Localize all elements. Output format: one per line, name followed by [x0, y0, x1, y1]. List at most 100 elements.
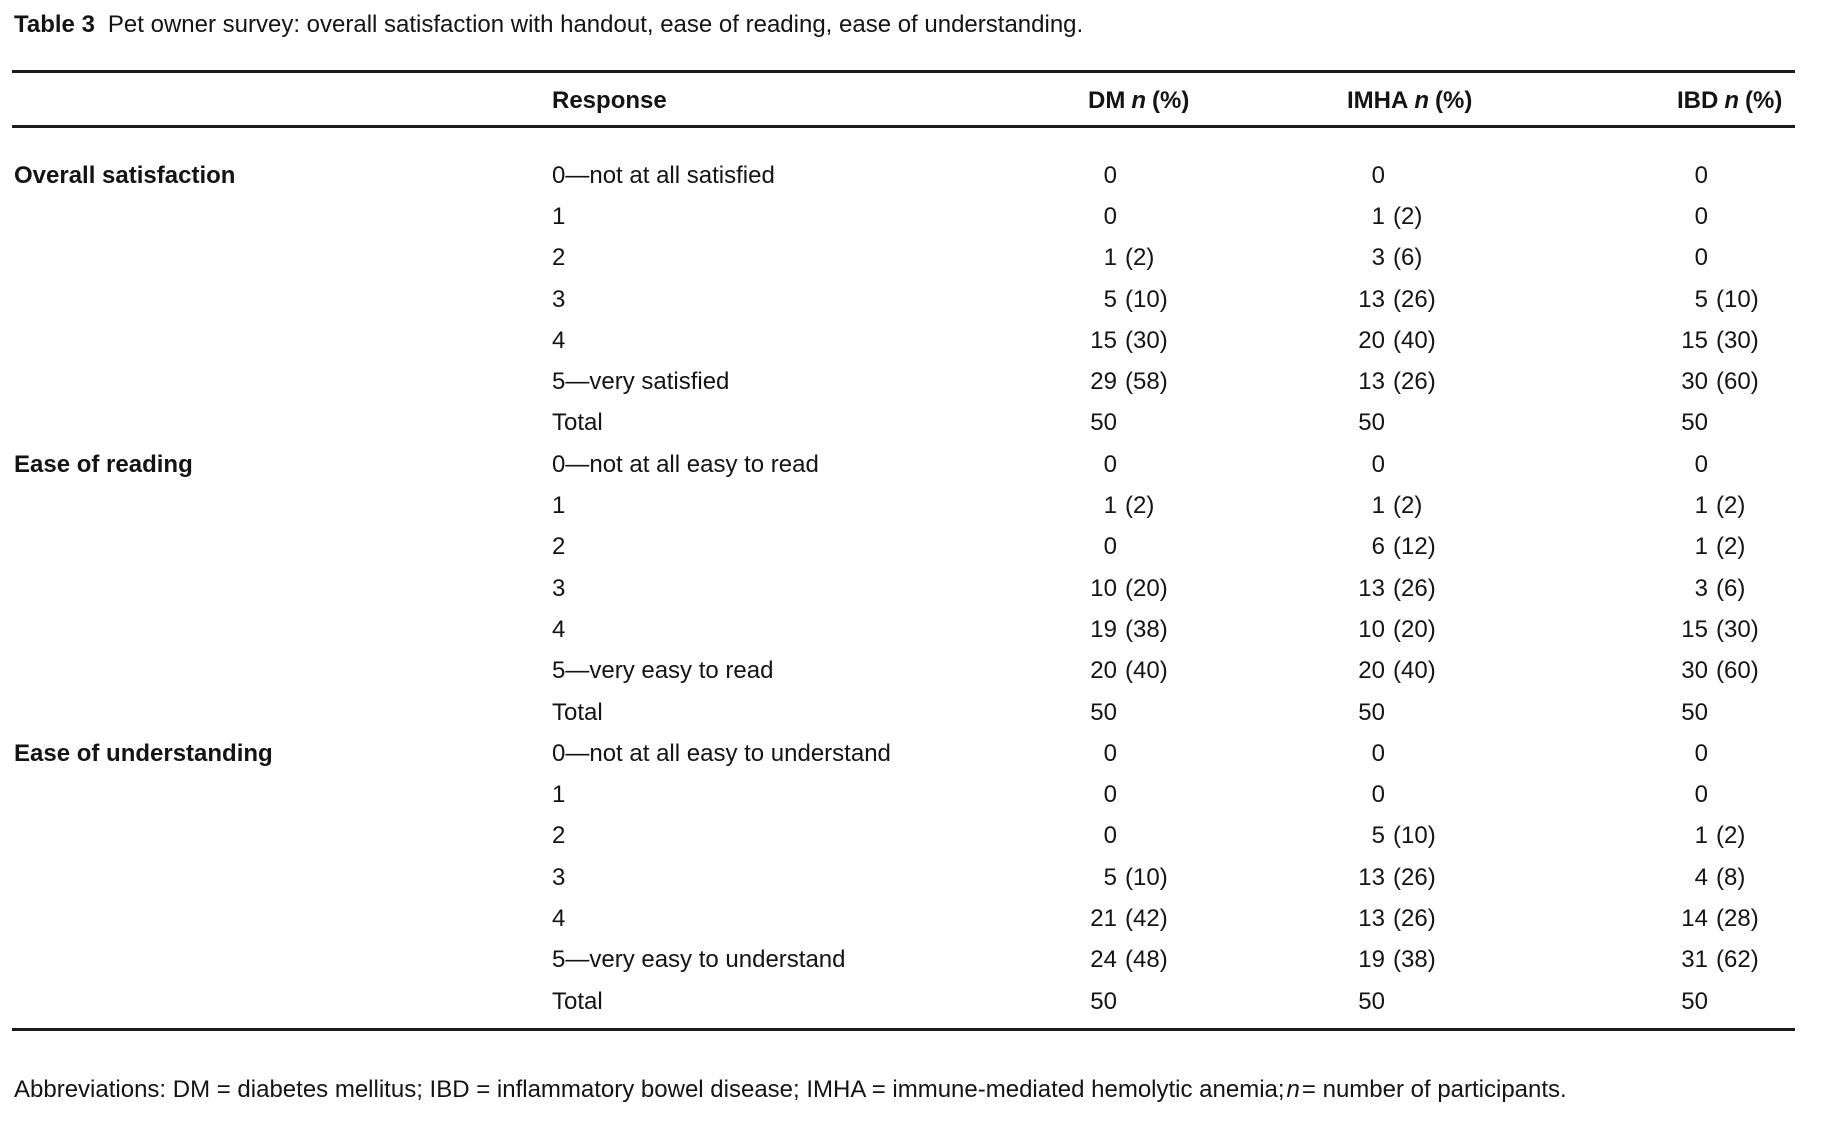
response-cell: 2 [552, 244, 566, 272]
response-cell: 1 [552, 492, 566, 520]
table-row: 3 5 (10) 13 (26) 4 (8) [0, 857, 1822, 898]
table-row-total: Total 50 50 50 [0, 981, 1822, 1022]
dm-cell: 50 [1090, 698, 1117, 726]
ibd-cell: 30 (60) [1681, 368, 1759, 396]
ibd-cell: 31 (62) [1681, 946, 1759, 974]
response-cell: 4 [552, 326, 566, 354]
imha-cell: 3 (6) [1371, 244, 1423, 272]
imha-cell: 13 (26) [1358, 368, 1436, 396]
imha-cell: 0 [1371, 739, 1385, 767]
dm-cell: 1 (2) [1103, 244, 1155, 272]
imha-cell: 19 (38) [1358, 946, 1436, 974]
table-row-total: Total 50 50 50 [0, 403, 1822, 444]
ibd-cell: 5 (10) [1694, 285, 1759, 313]
dm-cell: 0 [1103, 533, 1117, 561]
table-row: 2 0 5 (10) 1 (2) [0, 816, 1822, 857]
response-cell: 5—very satisfied [552, 368, 730, 396]
table-bottom-rule [12, 1028, 1795, 1031]
ibd-cell: 0 [1694, 161, 1708, 189]
ibd-cell: 0 [1694, 739, 1708, 767]
dm-cell: 15 (30) [1090, 326, 1168, 354]
dm-cell: 24 (48) [1090, 946, 1168, 974]
dm-cell: 50 [1090, 987, 1117, 1015]
ibd-cell: 0 [1694, 450, 1708, 478]
dm-cell: 29 (58) [1090, 368, 1168, 396]
response-cell: 5—very easy to read [552, 657, 774, 685]
dm-cell: 19 (38) [1090, 615, 1168, 643]
ibd-cell: 0 [1694, 202, 1708, 230]
table-row: 5—very easy to understand 24 (48) 19 (38) … [0, 940, 1822, 981]
dm-cell: 5 (10) [1103, 285, 1168, 313]
table-row: 4 15 (30) 20 (40) 15 (30) [0, 320, 1822, 361]
imha-cell: 13 (26) [1358, 574, 1436, 602]
ibd-cell: 3 (6) [1694, 574, 1746, 602]
ibd-cell: 15 (30) [1681, 615, 1759, 643]
response-cell: 1 [552, 781, 566, 809]
ibd-cell: 30 (60) [1681, 657, 1759, 685]
table-row: 3 10 (20) 13 (26) 3 (6) [0, 568, 1822, 609]
response-cell: 4 [552, 904, 566, 932]
table-row: 2 0 6 (12) 1 (2) [0, 527, 1822, 568]
response-cell: Total [552, 409, 603, 437]
response-cell: 3 [552, 574, 566, 602]
table-row: 5—very easy to read 20 (40) 20 (40) 30 (60) [0, 651, 1822, 692]
response-cell: 2 [552, 533, 566, 561]
table-caption: Pet owner survey: overall satisfaction w… [107, 11, 1084, 38]
table-row: 1 1 (2) 1 (2) 1 (2) [0, 485, 1822, 526]
table-row: 1 0 1 (2) 0 [0, 196, 1822, 237]
imha-cell: 50 [1358, 987, 1385, 1015]
section-label: Ease of understanding [14, 739, 273, 767]
response-cell: 4 [552, 615, 566, 643]
table-row: 4 21 (42) 13 (26) 14 (28) [0, 898, 1822, 939]
section-label: Overall satisfaction [14, 161, 236, 189]
table-title: Table 3 Pet owner survey: overall satisfa… [14, 11, 1083, 39]
response-cell: 0—not at all satisfied [552, 161, 775, 189]
table-row: Ease of reading 0—not at all easy to rea… [0, 444, 1822, 485]
table-row: 4 19 (38) 10 (20) 15 (30) [0, 609, 1822, 650]
ibd-cell: 4 (8) [1694, 863, 1746, 891]
ibd-cell: 0 [1694, 781, 1708, 809]
dm-cell: 5 (10) [1103, 863, 1168, 891]
ibd-cell: 15 (30) [1681, 326, 1759, 354]
imha-cell: 13 (26) [1358, 285, 1436, 313]
table-number: Table 3 [14, 11, 95, 38]
ibd-cell: 1 (2) [1694, 492, 1746, 520]
table-header-rule [12, 125, 1795, 128]
response-cell: 2 [552, 822, 566, 850]
abbreviations-note: Abbreviations: DM = diabetes mellitus; I… [14, 1076, 1567, 1103]
response-cell: Total [552, 698, 603, 726]
dm-cell: 10 (20) [1090, 574, 1168, 602]
ibd-cell: 50 [1681, 409, 1708, 437]
table-row-total: Total 50 50 50 [0, 692, 1822, 733]
imha-cell: 1 (2) [1371, 202, 1423, 230]
ibd-cell: 0 [1694, 244, 1708, 272]
ibd-cell: 1 (2) [1694, 822, 1746, 850]
ibd-cell: 50 [1681, 698, 1708, 726]
imha-cell: 0 [1371, 781, 1385, 809]
table-body: Overall satisfaction 0—not at all satisf… [0, 155, 1822, 1022]
dm-cell: 0 [1103, 781, 1117, 809]
response-cell: Total [552, 987, 603, 1015]
table-row: 3 5 (10) 13 (26) 5 (10) [0, 279, 1822, 320]
response-cell: 0—not at all easy to read [552, 450, 819, 478]
imha-cell: 50 [1358, 409, 1385, 437]
table-row: 1 0 0 0 [0, 774, 1822, 815]
column-header-response: Response [552, 87, 667, 114]
dm-cell: 0 [1103, 161, 1117, 189]
dm-cell: 20 (40) [1090, 657, 1168, 685]
response-cell: 1 [552, 202, 566, 230]
table-row: Overall satisfaction 0—not at all satisf… [0, 155, 1822, 196]
imha-cell: 20 (40) [1358, 326, 1436, 354]
imha-cell: 1 (2) [1371, 492, 1423, 520]
dm-cell: 0 [1103, 739, 1117, 767]
response-cell: 3 [552, 863, 566, 891]
dm-cell: 0 [1103, 202, 1117, 230]
imha-cell: 13 (26) [1358, 863, 1436, 891]
imha-cell: 13 (26) [1358, 904, 1436, 932]
column-header-ibd: IBD n (%) [1677, 87, 1783, 114]
table-row: Ease of understanding 0—not at all easy … [0, 733, 1822, 774]
response-cell: 0—not at all easy to understand [552, 739, 891, 767]
imha-cell: 20 (40) [1358, 657, 1436, 685]
ibd-cell: 1 (2) [1694, 533, 1746, 561]
imha-cell: 50 [1358, 698, 1385, 726]
